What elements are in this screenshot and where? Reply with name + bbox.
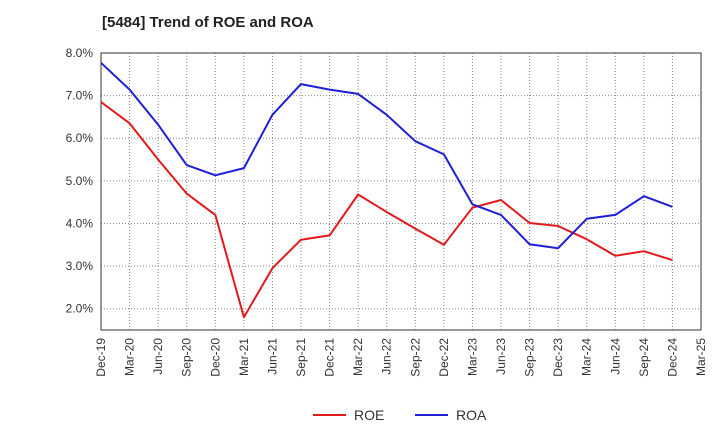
series-line-roa <box>100 62 673 250</box>
x-tick-label: Sep-22 <box>408 338 422 377</box>
series-line-roe <box>100 101 673 319</box>
x-tick-label: Mar-20 <box>123 338 137 376</box>
x-tick-label: Sep-21 <box>294 338 308 377</box>
x-tick-label: Dec-23 <box>551 338 565 377</box>
x-tick-label: Mar-21 <box>237 338 251 376</box>
chart-title: [5484] Trend of ROE and ROA <box>102 14 314 31</box>
x-tick-label: Mar-24 <box>580 338 594 376</box>
x-tick-label: Jun-20 <box>151 338 165 375</box>
x-tick-label: Mar-25 <box>694 338 708 376</box>
x-tick-label: Dec-24 <box>665 338 679 377</box>
y-tick-label: 7.0% <box>66 89 94 103</box>
y-tick-label: 4.0% <box>66 216 94 230</box>
y-tick-label: 8.0% <box>66 46 94 60</box>
y-tick-label: 3.0% <box>66 259 94 273</box>
x-tick-label: Jun-22 <box>380 338 394 375</box>
x-tick-label: Dec-21 <box>323 338 337 377</box>
x-tick-label: Mar-22 <box>351 338 365 376</box>
y-tick-label: 2.0% <box>66 302 94 316</box>
legend-label-roa: ROA <box>456 407 487 423</box>
x-tick-label: Sep-24 <box>637 338 651 377</box>
y-tick-label: 6.0% <box>66 131 94 145</box>
x-tick-label: Jun-23 <box>494 338 508 375</box>
x-tick-label: Jun-21 <box>265 338 279 375</box>
legend-label-roe: ROE <box>354 407 384 423</box>
x-tick-label: Jun-24 <box>608 338 622 375</box>
x-tick-label: Dec-19 <box>94 338 108 377</box>
x-tick-label: Sep-20 <box>180 338 194 377</box>
plot-frame <box>100 52 702 331</box>
y-tick-label: 5.0% <box>66 174 94 188</box>
x-tick-label: Sep-23 <box>523 338 537 377</box>
x-tick-label: Dec-22 <box>437 338 451 377</box>
x-tick-label: Dec-20 <box>208 338 222 377</box>
x-tick-label: Mar-23 <box>465 338 479 376</box>
